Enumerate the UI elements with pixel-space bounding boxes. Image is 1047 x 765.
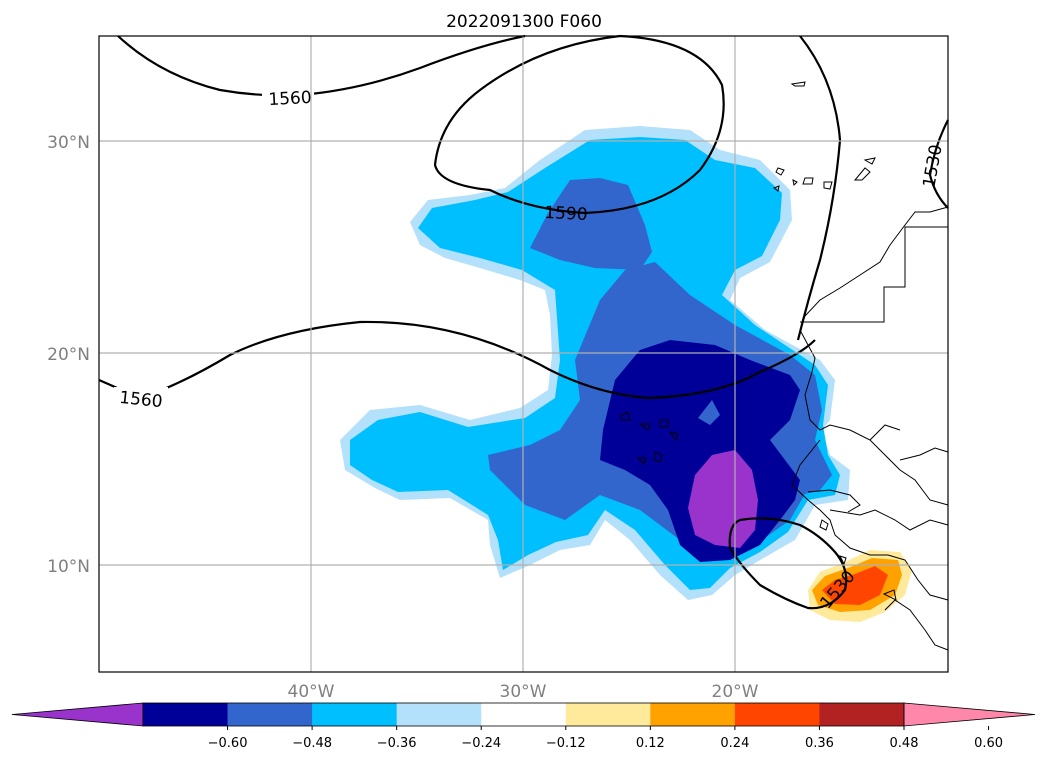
lon-label-20w: 20°W: [712, 682, 759, 702]
contour-1560-west: [98, 320, 816, 400]
lon-label-30w: 30°W: [500, 682, 547, 702]
colorbar-tick-label: −0.48: [292, 736, 332, 751]
colorbar-swatch: [565, 703, 651, 726]
height-contours: [98, 34, 949, 610]
lat-label-30n: 30°N: [47, 133, 90, 153]
colorbar-swatch: [227, 703, 313, 726]
contour-1590: [433, 34, 725, 215]
colorbar-extend-low: [11, 702, 144, 727]
shade-level-0.36: [822, 566, 888, 605]
colorbar-tick-label: −0.24: [461, 736, 501, 751]
colorbar-tick-label: 0.60: [974, 736, 1003, 751]
shade-level--0.36-pocket: [698, 400, 720, 425]
contour-label-1560-north: 1560: [268, 88, 312, 110]
colorbar-tick-label: 0.24: [720, 736, 749, 751]
colorbar-swatch: [650, 703, 736, 726]
colorbar-swatch: [396, 703, 482, 726]
contour-label-1560-west: 1560: [118, 388, 163, 412]
colorbar-tick-label: −0.36: [377, 736, 417, 751]
contour-label-1590: 1590: [544, 203, 588, 225]
colorbar-tick-label: 0.36: [805, 736, 834, 751]
colorbar-swatch: [481, 703, 567, 726]
shade-level--0.60: [688, 450, 758, 548]
coastlines: [619, 81, 949, 651]
lat-label-20n: 20°N: [47, 345, 90, 365]
colorbar-swatch: [312, 703, 398, 726]
anomaly-shading: [340, 126, 912, 622]
colorbar-swatch: [734, 703, 820, 726]
colorbar-swatch: [143, 703, 229, 726]
colorbar-tick-label: 0.12: [636, 736, 665, 751]
lon-label-40w: 40°W: [288, 682, 335, 702]
contour-ridge-east: [796, 35, 842, 341]
map-frame: [98, 35, 949, 673]
gridlines: [99, 36, 948, 672]
colorbar-tick-label: 0.48: [890, 736, 919, 751]
contour-1530-south: [728, 517, 848, 610]
lat-label-10n: 10°N: [47, 557, 90, 577]
colorbar-swatch: [819, 703, 905, 726]
colorbar-tick-label: −0.60: [208, 736, 248, 751]
map-title: 2022091300 F060: [446, 12, 602, 32]
colorbar: −0.60 −0.48 −0.36 −0.24 −0.12 0.12 0.24 0.36 0.4…: [11, 702, 1036, 751]
contour-1530-east: [928, 119, 949, 209]
colorbar-frame: [142, 702, 905, 727]
map-panel: 1560 1590 1560 1530 1530: [98, 34, 949, 673]
colorbar-tick-label: −0.12: [546, 736, 586, 751]
colorbar-extend-high: [903, 702, 1036, 727]
